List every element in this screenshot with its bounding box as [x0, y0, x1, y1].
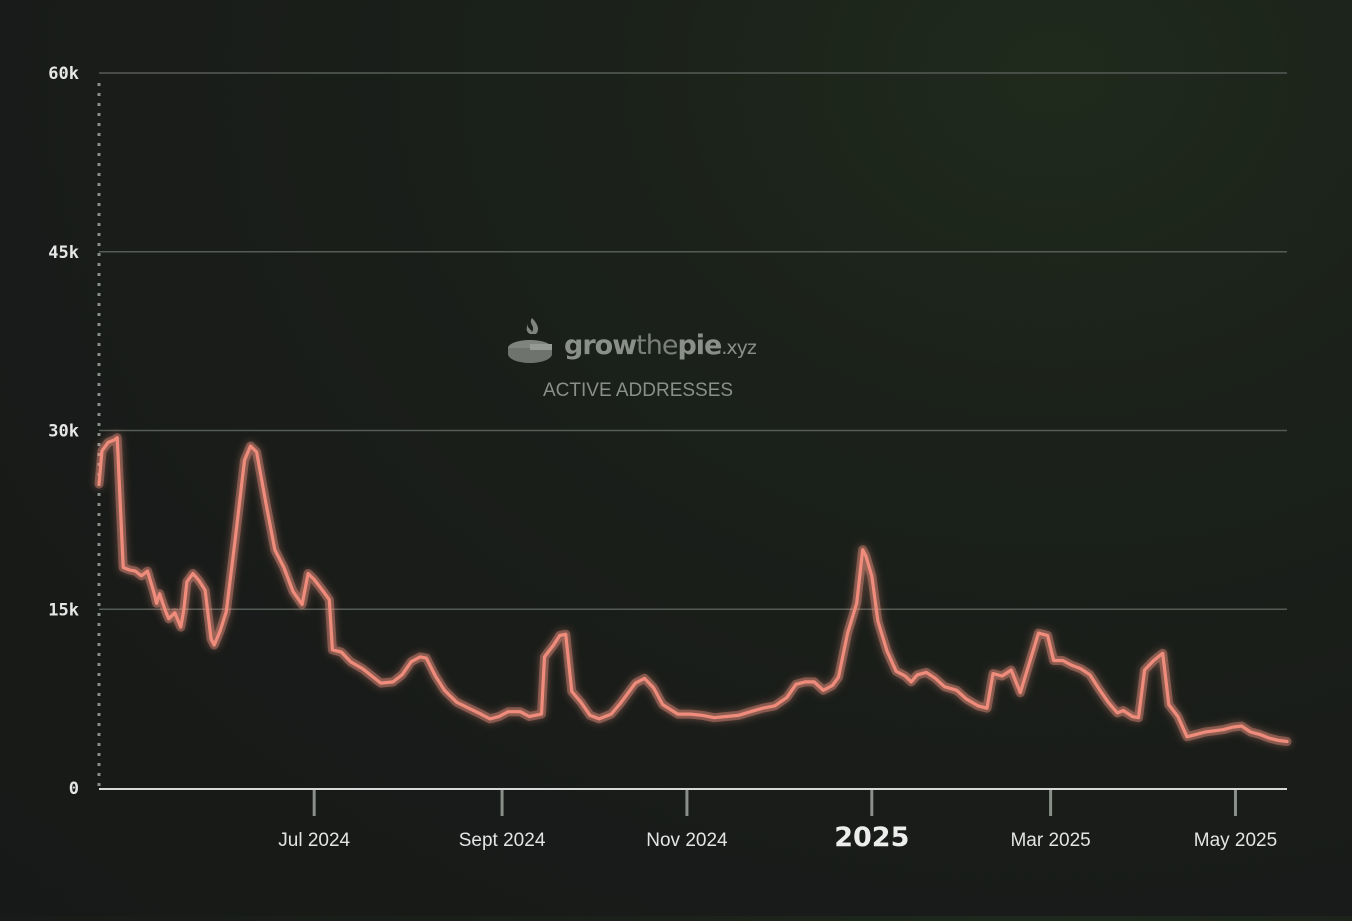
x-tick-label: Sept 2024 [459, 830, 546, 851]
pie-logo-icon [506, 314, 560, 368]
series-line-glow [99, 438, 1287, 742]
x-tick-label: Mar 2025 [1010, 830, 1090, 851]
y-tick-label: 45k [48, 243, 79, 263]
x-tick-label: May 2025 [1194, 830, 1277, 851]
watermark: growthepie.xyz ACTIVE ADDRESSES [506, 312, 776, 408]
watermark-logo-text: growthepie.xyz [564, 330, 756, 361]
y-tick-label: 0 [69, 779, 79, 799]
x-tick-label: Jul 2024 [278, 830, 350, 851]
x-tick-label: 2025 [834, 822, 909, 853]
y-tick-label: 30k [48, 422, 79, 442]
watermark-subtitle: ACTIVE ADDRESSES [543, 380, 733, 402]
y-tick-label: 60k [48, 64, 79, 84]
x-tick-label: Nov 2024 [646, 830, 728, 851]
y-tick-label: 15k [48, 600, 79, 620]
